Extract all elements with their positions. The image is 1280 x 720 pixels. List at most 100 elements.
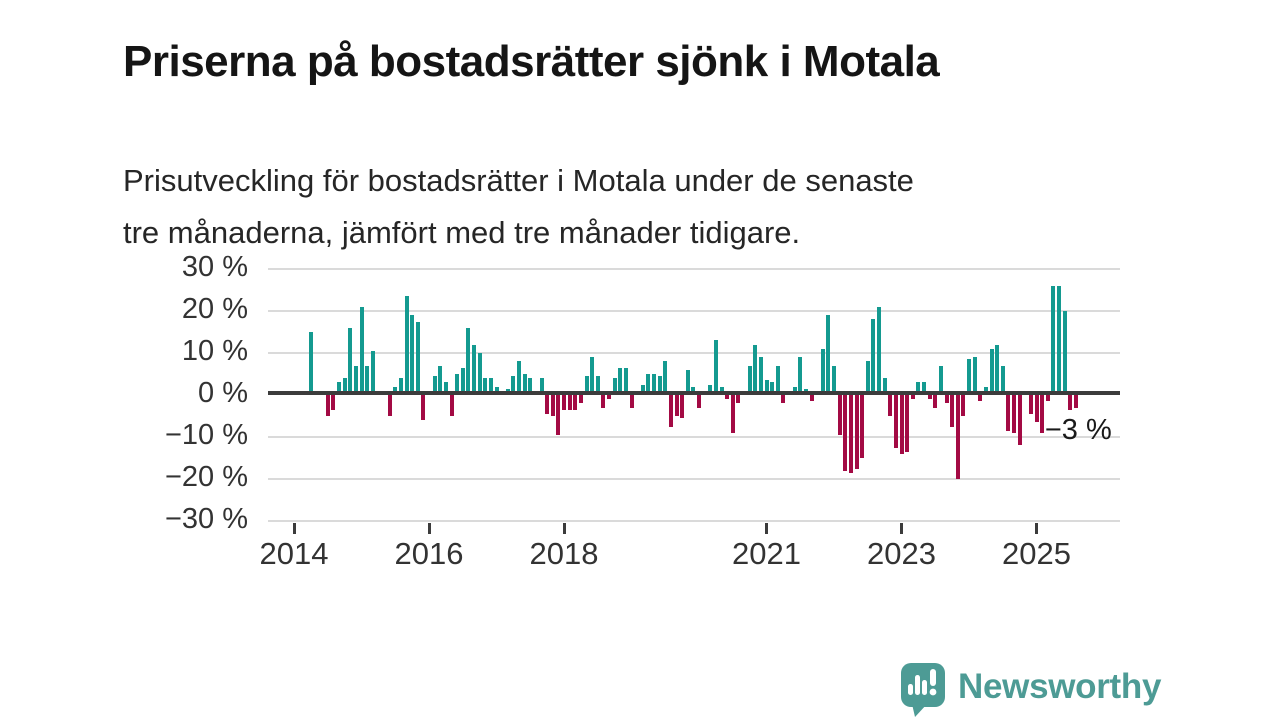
newsworthy-logo: Newsworthy: [899, 661, 1161, 718]
x-axis-tick-mark: [292, 523, 296, 534]
bar: [843, 395, 848, 471]
y-axis-tick-label: −10 %: [164, 419, 248, 451]
bar: [730, 395, 735, 433]
bar: [348, 327, 353, 395]
bar: [719, 386, 724, 395]
bar: [1040, 395, 1045, 433]
bar: [697, 395, 701, 408]
bar: [837, 395, 842, 435]
bar: [826, 315, 831, 395]
bar: [955, 395, 960, 479]
bar: [758, 357, 763, 395]
bar: [618, 367, 623, 395]
page-title: Priserna på bostadsrätter sjönk i Motala: [123, 37, 940, 87]
speech-bubble-bar-chart-icon: [901, 663, 945, 717]
bar: [325, 395, 330, 416]
bar: [978, 395, 983, 402]
bar: [404, 296, 409, 395]
x-axis-tick-mark: [427, 523, 431, 534]
gridline: [268, 268, 1120, 270]
bar: [882, 378, 887, 395]
bar: [713, 340, 718, 395]
bar: [517, 361, 521, 395]
bar: [922, 382, 926, 395]
bar: [646, 374, 651, 395]
bar: [308, 332, 313, 395]
zero-line: [268, 391, 1120, 395]
bar: [933, 395, 938, 408]
bar: [652, 374, 656, 395]
x-axis-tick-label: 2014: [259, 536, 329, 571]
bar: [623, 367, 628, 395]
bar: [1006, 395, 1011, 431]
bar: [967, 359, 971, 395]
bar: [353, 365, 358, 395]
bar: [691, 386, 696, 395]
bar: [770, 382, 775, 395]
bar: [578, 395, 583, 404]
x-axis-tick-label: 2021: [732, 536, 801, 571]
bar: [927, 395, 932, 400]
bar: [1045, 395, 1050, 402]
bar: [995, 344, 1000, 395]
y-axis-tick-label: 20 %: [181, 293, 248, 325]
bar: [539, 378, 544, 395]
bar: [1068, 395, 1073, 410]
bar: [466, 327, 471, 395]
bar: [983, 386, 988, 395]
bar: [528, 378, 533, 395]
bar: [685, 369, 690, 395]
bar: [736, 395, 741, 404]
bar: [781, 395, 786, 404]
bar: [556, 395, 561, 435]
bar: [832, 365, 836, 395]
bar: [550, 395, 555, 416]
bar: [972, 357, 977, 395]
bar: [573, 395, 578, 410]
bar: [680, 395, 685, 419]
bar: [764, 380, 769, 395]
bar: [910, 395, 915, 400]
bar: [916, 382, 921, 395]
bar: [337, 382, 341, 395]
bar: [511, 376, 516, 395]
logo-text: Newsworthy: [958, 666, 1162, 706]
gridline: [268, 352, 1120, 354]
bar: [1057, 285, 1061, 395]
bar: [1028, 395, 1033, 414]
bar: [753, 344, 758, 395]
bar: [1017, 395, 1022, 446]
x-axis-tick-mark: [765, 523, 768, 534]
bar: [888, 395, 893, 416]
bar: [950, 395, 955, 427]
bar: [612, 378, 617, 395]
bar: [590, 357, 595, 395]
y-axis-tick-label: −30 %: [164, 503, 248, 535]
bar: [455, 374, 460, 395]
chart-subtitle: Prisutveckling för bostadsrätter i Motal…: [123, 155, 1213, 259]
bar: [961, 395, 966, 416]
bar: [668, 395, 673, 427]
bar: [545, 395, 550, 414]
bar: [421, 395, 426, 421]
bar: [809, 395, 814, 402]
x-axis-tick-label: 2018: [529, 536, 599, 571]
value-annotation: −3 %: [1044, 414, 1112, 446]
bar: [562, 395, 566, 410]
bar: [1062, 311, 1067, 395]
bar: [798, 357, 803, 395]
x-axis-tick-mark: [562, 523, 566, 534]
bar: [893, 395, 898, 448]
bar: [674, 395, 679, 416]
bar: [460, 367, 465, 395]
bar: [854, 395, 859, 469]
bar: [410, 315, 415, 395]
bar: [359, 306, 364, 395]
bar: [938, 365, 943, 395]
bar: [331, 395, 336, 410]
bar: [342, 378, 347, 395]
bar: [1000, 365, 1005, 395]
subtitle-line-2: tre månaderna, jämfört med tre månader t…: [123, 215, 801, 250]
